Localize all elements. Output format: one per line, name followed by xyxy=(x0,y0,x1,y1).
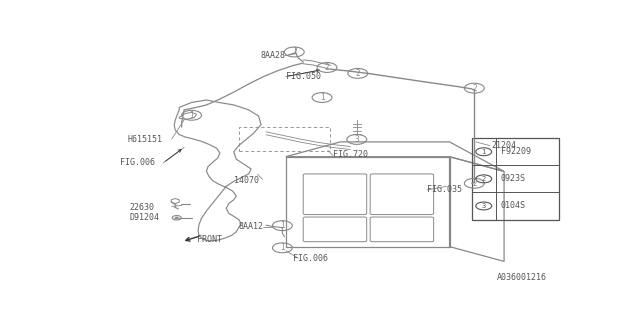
Text: 22630: 22630 xyxy=(129,203,155,212)
Text: 14070: 14070 xyxy=(234,176,259,185)
Text: 2: 2 xyxy=(324,63,330,72)
Text: 2: 2 xyxy=(355,69,360,78)
Text: FRONT: FRONT xyxy=(196,235,221,244)
Circle shape xyxy=(175,217,178,219)
Text: F92209: F92209 xyxy=(500,147,531,156)
Text: FIG.050: FIG.050 xyxy=(286,72,321,81)
Text: 3: 3 xyxy=(482,203,486,209)
Text: FIG.720: FIG.720 xyxy=(333,150,368,159)
Text: FIG.006: FIG.006 xyxy=(293,254,328,263)
Text: 0923S: 0923S xyxy=(500,174,525,183)
Text: 2: 2 xyxy=(482,176,486,182)
Text: 1: 1 xyxy=(280,221,285,230)
Text: 1: 1 xyxy=(280,243,285,252)
Text: 1: 1 xyxy=(320,93,324,102)
Text: 2: 2 xyxy=(472,84,477,93)
Text: 0104S: 0104S xyxy=(500,202,525,211)
Text: A036001216: A036001216 xyxy=(497,273,547,282)
Text: FIG.035: FIG.035 xyxy=(428,185,462,195)
Text: D91204: D91204 xyxy=(129,213,159,222)
Text: 8AA28: 8AA28 xyxy=(261,51,286,60)
Text: H615151: H615151 xyxy=(127,135,162,144)
Text: 2: 2 xyxy=(292,47,296,56)
Text: 21204: 21204 xyxy=(492,141,516,150)
Text: 2: 2 xyxy=(472,179,477,188)
Text: 3: 3 xyxy=(355,135,359,144)
Text: 8AA12: 8AA12 xyxy=(239,222,264,231)
Text: FIG.006: FIG.006 xyxy=(120,158,155,167)
Text: 1: 1 xyxy=(482,149,486,155)
Text: 1: 1 xyxy=(189,111,194,120)
